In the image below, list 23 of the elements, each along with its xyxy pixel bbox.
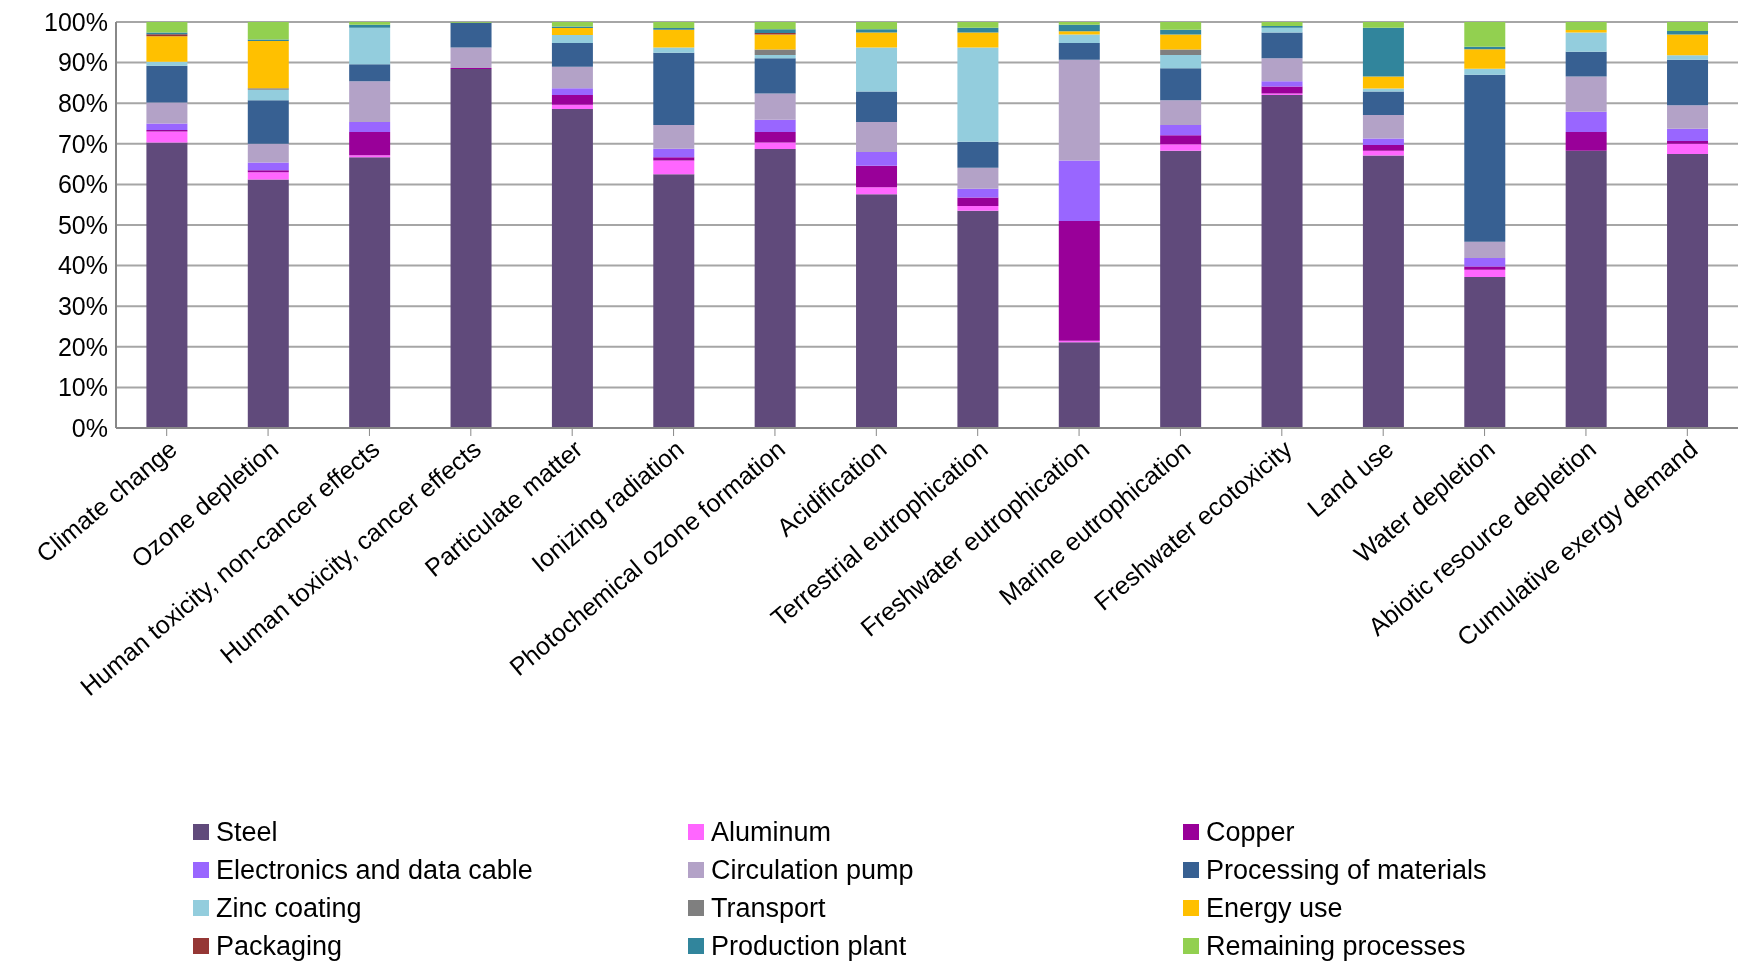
y-tick-label: 10% <box>57 373 108 402</box>
legend-label: Production plant <box>711 930 907 962</box>
legend-label: Circulation pump <box>711 854 914 886</box>
y-tick-label: 70% <box>57 129 108 158</box>
y-tick-label: 20% <box>57 332 108 361</box>
legend-label: Transport <box>711 892 826 924</box>
y-tick-label: 60% <box>57 170 108 199</box>
legend-label: Aluminum <box>711 816 832 848</box>
legend-label: Packaging <box>216 930 343 962</box>
y-tick-label: 80% <box>57 89 108 118</box>
y-tick-label: 30% <box>57 292 108 321</box>
legend-label: Energy use <box>1206 892 1343 924</box>
y-tick-label: 90% <box>57 48 108 77</box>
legend-label: Processing of materials <box>1206 854 1487 886</box>
legend-label: Steel <box>216 816 278 848</box>
y-tick-label: 40% <box>57 251 108 280</box>
legend-label: Remaining processes <box>1206 930 1466 962</box>
y-tick-label: 100% <box>44 7 108 36</box>
y-tick-label: 50% <box>57 210 108 239</box>
legend-label: Zinc coating <box>216 892 362 924</box>
legend-label: Electronics and data cable <box>216 854 533 886</box>
legend-label: Copper <box>1206 816 1295 848</box>
y-tick-label: 0% <box>71 413 108 442</box>
